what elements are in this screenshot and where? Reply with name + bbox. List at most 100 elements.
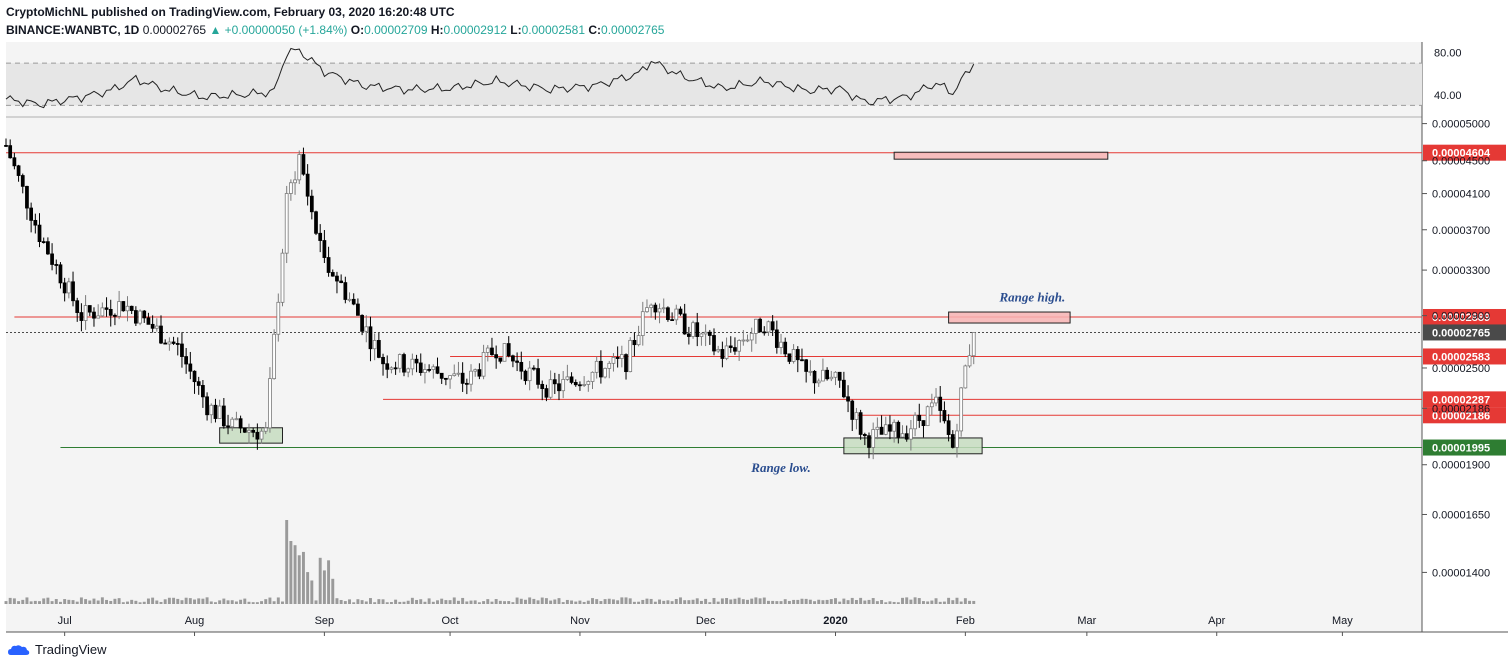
price-tick-label: 0.00005000 xyxy=(1432,119,1490,131)
candle-body xyxy=(670,319,674,321)
candle-body xyxy=(113,314,117,317)
candle-body xyxy=(858,412,863,435)
horizontal-levels: 0.00004604 0.00002889 0.00002765 0.00002583… xyxy=(6,144,1506,456)
volume-bar xyxy=(42,598,46,604)
time-axis[interactable]: Jul Aug Sep Oct Nov Dec 2020 Feb Mar Apr May xyxy=(58,615,1354,636)
candle-body xyxy=(410,358,415,370)
candle-body xyxy=(385,363,390,370)
volume-bar xyxy=(896,602,900,604)
volume-bar xyxy=(796,599,800,604)
volume-bar xyxy=(230,600,234,604)
volume-bar xyxy=(549,600,553,604)
volume-bar xyxy=(783,599,787,604)
candle-body xyxy=(230,418,235,428)
candle-body xyxy=(339,280,344,283)
tradingview-footer[interactable]: TradingView xyxy=(8,642,107,657)
volume-bar xyxy=(687,600,691,604)
publisher-text: CryptoMichNL published on TradingView.co… xyxy=(6,5,455,19)
candle-body xyxy=(226,425,230,428)
rsi-pane: 80.00 40.00 xyxy=(5,48,1462,109)
volume-bar xyxy=(452,597,456,604)
volume-bar xyxy=(201,598,205,604)
volume-bar xyxy=(360,600,364,604)
candle-body xyxy=(33,219,38,226)
volume-bar xyxy=(226,600,230,604)
volume-bar xyxy=(804,598,808,604)
candle-body xyxy=(100,307,105,317)
candle-body xyxy=(309,195,314,213)
candle-body xyxy=(548,379,553,398)
price-axis[interactable]: 0.00005000 0.00004500 0.00004100 0.00003700… xyxy=(1422,119,1490,580)
volume-bar xyxy=(142,601,146,604)
level-price-label: 0.00001995 xyxy=(1432,443,1490,455)
candle-body xyxy=(821,369,825,382)
volume-bar xyxy=(503,601,506,604)
candle-body xyxy=(356,303,360,316)
candle-body xyxy=(712,335,716,352)
candle-body xyxy=(335,275,339,282)
candle-body xyxy=(875,426,880,430)
open-label: O: xyxy=(350,23,365,37)
volume-bar xyxy=(829,599,833,604)
volume-bar xyxy=(184,597,188,604)
volume-bar xyxy=(750,598,754,604)
price-tick-label: 0.00002500 xyxy=(1432,363,1490,375)
open-value: 0.00002709 xyxy=(364,23,428,37)
candle-body xyxy=(16,165,21,176)
candle-body xyxy=(720,349,725,359)
volume-bar xyxy=(385,602,389,604)
candle-body xyxy=(883,424,888,435)
candle-body xyxy=(590,371,595,382)
candle-body xyxy=(301,154,306,175)
resistance-zone xyxy=(893,151,1109,160)
volume-bar xyxy=(197,598,201,604)
candle-body xyxy=(653,304,658,313)
candle-body xyxy=(871,429,876,448)
volume-bar xyxy=(289,541,293,604)
volume-bar xyxy=(729,599,733,604)
volume-bar xyxy=(75,601,79,604)
candle-body xyxy=(934,396,938,404)
volume-bar xyxy=(586,600,590,604)
candle-body xyxy=(942,410,947,422)
close-label: C: xyxy=(588,23,602,37)
time-tick-label: Feb xyxy=(956,615,975,627)
candle-body xyxy=(896,421,901,438)
candle-body xyxy=(234,418,239,421)
candle-body xyxy=(565,376,570,380)
volume-bar xyxy=(193,599,196,604)
candle-body xyxy=(502,343,507,362)
volume-bar xyxy=(29,601,33,604)
volume-bar xyxy=(637,601,641,604)
volume-bar xyxy=(25,597,29,604)
time-tick-label: Aug xyxy=(185,615,205,627)
candle-body xyxy=(846,396,850,402)
volume-bar xyxy=(532,598,536,604)
candle-body xyxy=(318,232,323,241)
volume-bar xyxy=(176,598,180,604)
candle-body xyxy=(867,435,871,448)
level-price-tag xyxy=(1423,144,1506,161)
volume-bar xyxy=(247,601,251,604)
volume-bar xyxy=(260,601,264,604)
candle-body xyxy=(192,370,197,383)
volume-bar xyxy=(105,599,109,604)
volume-bar xyxy=(972,600,976,604)
candle-body xyxy=(205,396,209,416)
volume-bar xyxy=(641,599,645,604)
volume-bar xyxy=(917,598,921,604)
volume-bar xyxy=(578,600,582,604)
candle-body xyxy=(619,354,624,359)
volume-bar xyxy=(679,597,682,604)
candle-body xyxy=(921,420,926,427)
volume-bar xyxy=(519,598,523,604)
volume-bar xyxy=(854,600,858,604)
volume-bar xyxy=(800,598,804,604)
tradingview-cloud-icon xyxy=(8,644,30,655)
symbol-label: BINANCE:WANBTC, 1D xyxy=(6,23,140,37)
volume-bar xyxy=(779,601,783,604)
candle-body xyxy=(599,360,603,378)
volume-bar xyxy=(272,601,276,604)
volume-bar xyxy=(540,597,544,604)
